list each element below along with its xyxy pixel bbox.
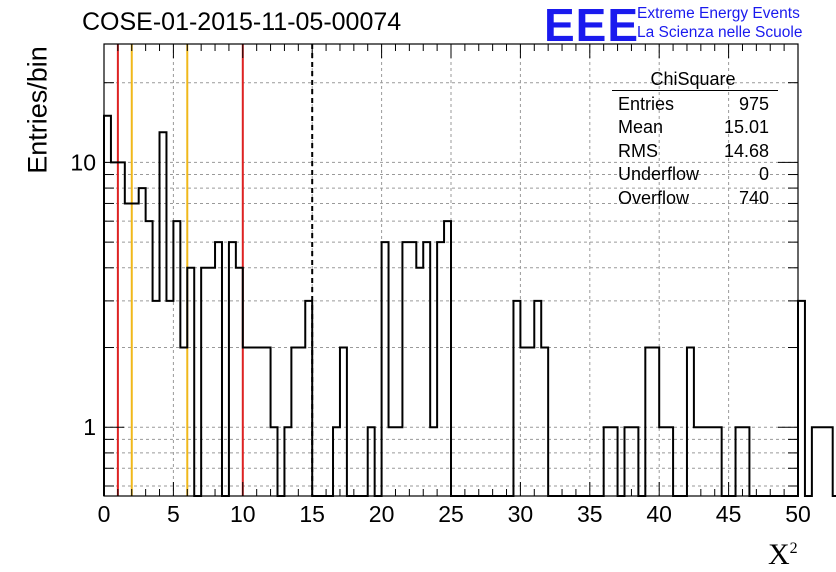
stats-row: Underflow 0 xyxy=(618,164,769,185)
stats-title: ChiSquare xyxy=(650,69,736,89)
stats-box: ChiSquare Entries 975 Mean 15.01 RMS 14.68 … xyxy=(612,68,778,210)
stats-divider xyxy=(612,90,778,91)
stats-row: Entries 975 xyxy=(618,94,769,114)
y-tick-label: 10 xyxy=(70,149,96,175)
stats-row: Mean 15.01 xyxy=(618,117,769,138)
x-tick-label: 40 xyxy=(646,501,672,527)
stats-row: Overflow 740 xyxy=(618,187,769,208)
x-axis-label: X2 xyxy=(768,538,798,571)
logo-line-2: La Scienza nelle Scuole xyxy=(637,24,803,41)
x-tick-label: 25 xyxy=(438,501,464,527)
x-tick-label: 15 xyxy=(299,501,325,527)
x-tick-label: 30 xyxy=(508,501,534,527)
x-tick-label: 50 xyxy=(785,501,811,527)
stats-row: RMS 14.68 xyxy=(618,140,769,161)
y-tick-label: 1 xyxy=(83,414,96,440)
x-tick-label: 10 xyxy=(230,501,256,527)
x-tick-label: 35 xyxy=(577,501,603,527)
y-axis-label: Entries/bin xyxy=(22,46,53,174)
eee-logo: EEE xyxy=(544,0,640,51)
logo-line-1: Extreme Energy Events xyxy=(637,5,800,22)
x-tick-label: 45 xyxy=(716,501,742,527)
x-tick-label: 5 xyxy=(167,501,180,527)
x-tick-label: 0 xyxy=(98,501,111,527)
x-tick-label: 20 xyxy=(369,501,395,527)
chart-title: COSE-01-2015-11-05-00074 xyxy=(82,8,402,36)
